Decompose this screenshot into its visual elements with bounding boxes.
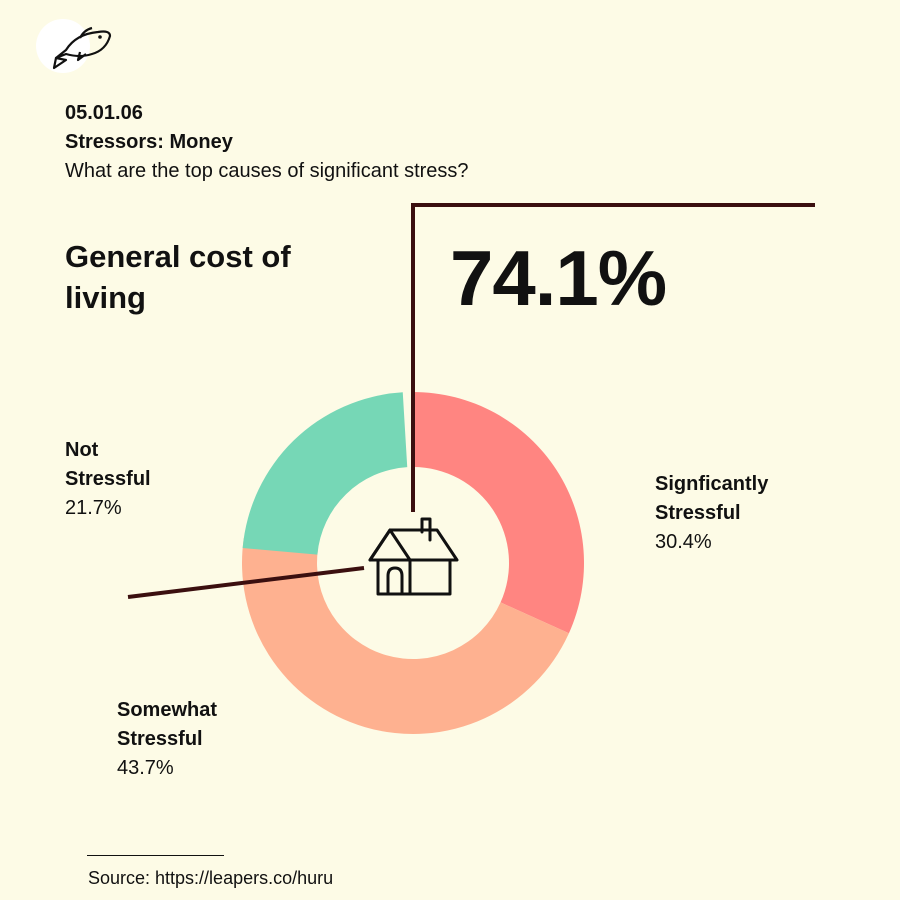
headline-value: 74.1% xyxy=(450,234,667,322)
slice-value: 43.7% xyxy=(117,757,174,779)
page-code: 05.01.06 xyxy=(65,102,143,124)
source-text: Source: https://leapers.co/huru xyxy=(88,868,334,888)
header: 05.01.06 Stressors: Money What are the t… xyxy=(65,98,469,186)
section-title: Stressors: Money xyxy=(65,131,233,153)
question-text: What are the top causes of significant s… xyxy=(65,160,469,182)
not-stressful-leader-line xyxy=(127,566,365,599)
topic-title: General cost of living xyxy=(65,239,291,315)
slice-value: 21.7% xyxy=(65,497,122,519)
label-somewhat-stressful: Somewhat Stressful 43.7% xyxy=(117,696,257,783)
label-not-stressful: Not Stressful 21.7% xyxy=(65,436,185,523)
slice-value: 30.4% xyxy=(655,531,712,553)
slice-name: Signficantly Stressful xyxy=(655,473,769,524)
source-divider xyxy=(87,855,224,856)
fish-icon xyxy=(36,19,112,73)
label-significantly-stressful: Signficantly Stressful 30.4% xyxy=(655,470,815,557)
donut-slice-signficantly-stressful xyxy=(413,392,584,634)
donut-slice-not-stressful xyxy=(242,392,408,555)
house-icon xyxy=(368,517,459,596)
donut-slice-somewhat-stressful xyxy=(242,537,569,734)
slice-name: Somewhat Stressful xyxy=(117,699,218,750)
headline-leader-line xyxy=(411,203,815,512)
slice-name: Not Stressful xyxy=(65,439,151,490)
